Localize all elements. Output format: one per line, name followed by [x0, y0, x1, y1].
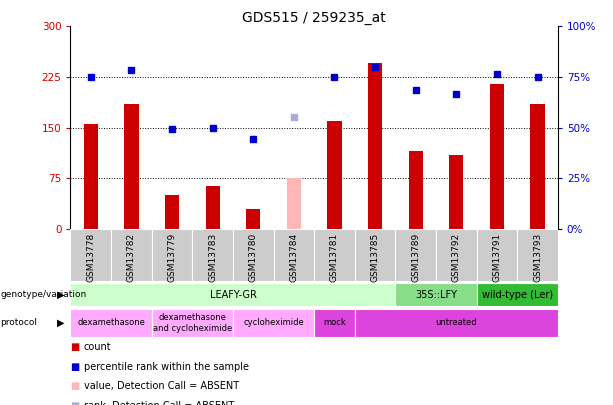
Bar	[355, 309, 558, 337]
Bar	[436, 229, 477, 281]
Bar	[395, 229, 436, 281]
Bar	[70, 309, 152, 337]
Text: genotype/variation: genotype/variation	[1, 290, 87, 299]
Text: GSM13782: GSM13782	[127, 233, 136, 282]
Text: GSM13793: GSM13793	[533, 233, 542, 282]
Text: ■: ■	[70, 381, 80, 391]
Text: ▶: ▶	[57, 318, 64, 328]
Text: mock: mock	[323, 318, 346, 328]
Bar	[84, 124, 98, 229]
Text: percentile rank within the sample: percentile rank within the sample	[84, 362, 249, 372]
Bar	[490, 84, 504, 229]
Bar	[368, 64, 382, 229]
Bar	[152, 229, 192, 281]
Bar	[205, 186, 219, 229]
Bar	[517, 229, 558, 281]
Text: GSM13785: GSM13785	[371, 233, 379, 282]
Bar	[165, 195, 179, 229]
Bar	[355, 229, 395, 281]
Bar	[314, 309, 355, 337]
Text: LEAFY-GR: LEAFY-GR	[210, 290, 256, 300]
Text: GSM13784: GSM13784	[289, 233, 299, 282]
Text: GSM13791: GSM13791	[492, 233, 501, 282]
Text: count: count	[84, 342, 112, 352]
Text: cycloheximide: cycloheximide	[243, 318, 304, 328]
Text: GSM13781: GSM13781	[330, 233, 339, 282]
Text: GSM13792: GSM13792	[452, 233, 461, 282]
Text: value, Detection Call = ABSENT: value, Detection Call = ABSENT	[84, 381, 239, 391]
Text: GSM13779: GSM13779	[167, 233, 177, 282]
Bar	[233, 229, 273, 281]
Bar	[449, 155, 463, 229]
Title: GDS515 / 259235_at: GDS515 / 259235_at	[242, 11, 386, 25]
Bar	[409, 151, 423, 229]
Text: GSM13780: GSM13780	[249, 233, 257, 282]
Text: untreated: untreated	[435, 318, 477, 328]
Bar	[287, 178, 301, 229]
Text: ■: ■	[70, 362, 80, 372]
Bar	[530, 104, 544, 229]
Text: dexamethasone
and cycloheximide: dexamethasone and cycloheximide	[153, 313, 232, 333]
Text: ▶: ▶	[57, 290, 64, 300]
Bar	[233, 309, 314, 337]
Bar	[395, 283, 477, 307]
Bar	[152, 309, 233, 337]
Bar	[477, 229, 517, 281]
Bar	[192, 229, 233, 281]
Text: wild-type (Ler): wild-type (Ler)	[482, 290, 553, 300]
Bar	[327, 121, 341, 229]
Text: GSM13789: GSM13789	[411, 233, 420, 282]
Text: 35S::LFY: 35S::LFY	[415, 290, 457, 300]
Bar	[477, 283, 558, 307]
Bar	[70, 283, 395, 307]
Text: rank, Detection Call = ABSENT: rank, Detection Call = ABSENT	[84, 401, 234, 405]
Bar	[314, 229, 355, 281]
Text: GSM13778: GSM13778	[86, 233, 95, 282]
Text: ■: ■	[70, 401, 80, 405]
Bar	[111, 229, 151, 281]
Bar	[246, 209, 261, 229]
Text: protocol: protocol	[1, 318, 37, 328]
Text: ■: ■	[70, 342, 80, 352]
Bar	[124, 104, 139, 229]
Text: GSM13783: GSM13783	[208, 233, 217, 282]
Text: dexamethasone: dexamethasone	[77, 318, 145, 328]
Bar	[70, 229, 111, 281]
Bar	[273, 229, 314, 281]
